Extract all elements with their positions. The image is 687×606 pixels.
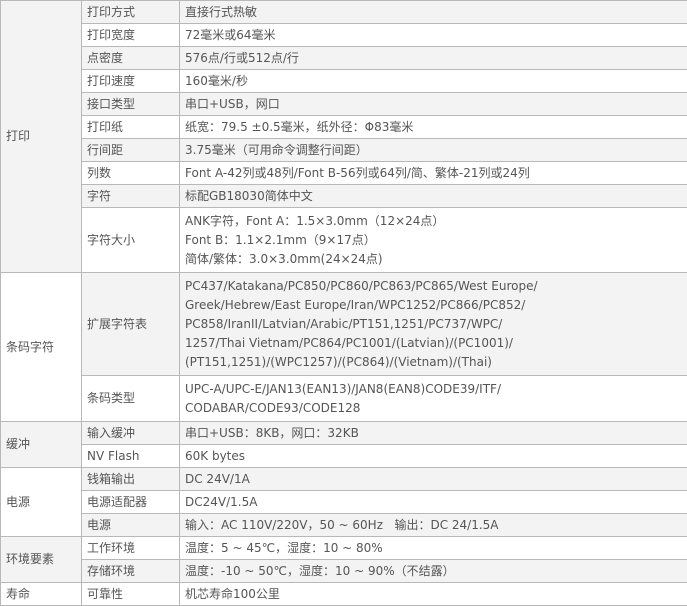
- spec-value-line: 直接行式热敏: [185, 3, 687, 22]
- spec-value-line: ANK字符，Font A：1.5×3.0mm（12×24点）: [185, 212, 687, 231]
- spec-label: 条码类型: [82, 376, 180, 422]
- spec-label: 输入缓冲: [82, 422, 180, 445]
- spec-value-line: Font A-42列或48列/Font B-56列或64列/简、繁体-21列或2…: [185, 164, 687, 183]
- spec-label: 打印宽度: [82, 24, 180, 47]
- spec-row: 存储环境温度：-10 ~ 50℃，湿度：10 ~ 90%（不结露）: [1, 560, 687, 583]
- spec-row: 电源输入：AC 110V/220V，50 ~ 60Hz 输出：DC 24/1.5…: [1, 514, 687, 537]
- spec-label: 可靠性: [82, 583, 180, 606]
- spec-value: 72毫米或64毫米: [180, 24, 687, 47]
- spec-label: 打印纸: [82, 116, 180, 139]
- spec-label: 字符大小: [82, 208, 180, 273]
- spec-row: 接口类型串口+USB，网口: [1, 93, 687, 116]
- spec-value: 直接行式热敏: [180, 1, 687, 24]
- spec-value-line: PC437/Katakana/PC850/PC860/PC863/PC865/W…: [185, 277, 687, 296]
- spec-row: 行间距 3.75毫米（可用命令调整行间距）: [1, 139, 687, 162]
- spec-row: 列数 Font A-42列或48列/Font B-56列或64列/简、繁体-21列…: [1, 162, 687, 185]
- spec-value-line: Font B：1.1×2.1mm（9×17点）: [185, 231, 687, 250]
- spec-label: 接口类型: [82, 93, 180, 116]
- spec-value: 串口+USB：8KB，网口：32KB: [180, 422, 687, 445]
- spec-value: DC 24V/1A: [180, 468, 687, 491]
- spec-value-line: 输入：AC 110V/220V，50 ~ 60Hz 输出：DC 24/1.5A: [185, 516, 687, 535]
- spec-value: 温度：-10 ~ 50℃，湿度：10 ~ 90%（不结露）: [180, 560, 687, 583]
- spec-value: ANK字符，Font A：1.5×3.0mm（12×24点）Font B：1.1…: [180, 208, 687, 273]
- spec-value-line: 160毫米/秒: [185, 72, 687, 91]
- spec-row: 条码类型 UPC-A/UPC-E/JAN13(EAN13)/JAN8(EAN8)C…: [1, 376, 687, 422]
- spec-row: 打印宽度 72毫米或64毫米: [1, 24, 687, 47]
- spec-value-line: 简体/繁体：3.0×3.0mm(24×24点): [185, 250, 687, 269]
- spec-value: UPC-A/UPC-E/JAN13(EAN13)/JAN8(EAN8)CODE3…: [180, 376, 687, 422]
- spec-label: 字符: [82, 185, 180, 208]
- spec-value-line: PC858/IranII/Latvian/Arabic/PT151,1251/P…: [185, 315, 687, 334]
- spec-value-line: DC24V/1.5A: [185, 493, 687, 512]
- group-label: 电源: [1, 468, 82, 537]
- spec-value: 标配GB18030简体中文: [180, 185, 687, 208]
- spec-label: 工作环境: [82, 537, 180, 560]
- spec-row: 寿命可靠性机芯寿命100公里: [1, 583, 687, 606]
- spec-row: 打印速度 160毫米/秒: [1, 70, 687, 93]
- spec-value: 温度：5 ~ 45℃，湿度：10 ~ 80%: [180, 537, 687, 560]
- spec-row: 环境要素工作环境温度：5 ~ 45℃，湿度：10 ~ 80%: [1, 537, 687, 560]
- spec-label: 打印方式: [82, 1, 180, 24]
- spec-label: 钱箱输出: [82, 468, 180, 491]
- spec-value: 串口+USB，网口: [180, 93, 687, 116]
- spec-value: 纸宽：79.5 ±0.5毫米，纸外径：Φ83毫米: [180, 116, 687, 139]
- spec-value: 576点/行或512点/行: [180, 47, 687, 70]
- spec-row: 电源适配器 DC24V/1.5A: [1, 491, 687, 514]
- spec-row: 缓冲输入缓冲串口+USB：8KB，网口：32KB: [1, 422, 687, 445]
- spec-label: 扩展字符表: [82, 273, 180, 376]
- spec-value-line: DC 24V/1A: [185, 470, 687, 489]
- group-label: 缓冲: [1, 422, 82, 468]
- spec-value-line: UPC-A/UPC-E/JAN13(EAN13)/JAN8(EAN8)CODE3…: [185, 380, 687, 399]
- spec-label: 电源: [82, 514, 180, 537]
- spec-value-line: 576点/行或512点/行: [185, 49, 687, 68]
- spec-value-line: 3.75毫米（可用命令调整行间距）: [185, 141, 687, 160]
- group-label: 打印: [1, 1, 82, 273]
- spec-row: 打印打印方式直接行式热敏: [1, 1, 687, 24]
- spec-value: 160毫米/秒: [180, 70, 687, 93]
- spec-label: 打印速度: [82, 70, 180, 93]
- group-label: 寿命: [1, 583, 82, 606]
- spec-value-line: 标配GB18030简体中文: [185, 187, 687, 206]
- spec-value-line: 纸宽：79.5 ±0.5毫米，纸外径：Φ83毫米: [185, 118, 687, 137]
- spec-value-line: 1257/Thai Vietnam/PC864/PC1001/(Latvian)…: [185, 334, 687, 353]
- spec-label: 存储环境: [82, 560, 180, 583]
- spec-value-line: (PT151,1251)/(WPC1257)/(PC864)/(Vietnam)…: [185, 353, 687, 372]
- spec-label: 行间距: [82, 139, 180, 162]
- spec-value: 60K bytes: [180, 445, 687, 468]
- spec-row: 字符标配GB18030简体中文: [1, 185, 687, 208]
- group-label: 环境要素: [1, 537, 82, 583]
- group-label: 条码字符: [1, 273, 82, 422]
- spec-value: Font A-42列或48列/Font B-56列或64列/简、繁体-21列或2…: [180, 162, 687, 185]
- spec-value: DC24V/1.5A: [180, 491, 687, 514]
- spec-value: 3.75毫米（可用命令调整行间距）: [180, 139, 687, 162]
- spec-label: 电源适配器: [82, 491, 180, 514]
- spec-value-line: 机芯寿命100公里: [185, 585, 687, 604]
- spec-row: NV Flash 60K bytes: [1, 445, 687, 468]
- spec-value-line: 串口+USB，网口: [185, 95, 687, 114]
- spec-value-line: 温度：-10 ~ 50℃，湿度：10 ~ 90%（不结露）: [185, 562, 687, 581]
- spec-value: PC437/Katakana/PC850/PC860/PC863/PC865/W…: [180, 273, 687, 376]
- spec-value-line: 温度：5 ~ 45℃，湿度：10 ~ 80%: [185, 539, 687, 558]
- spec-value: 机芯寿命100公里: [180, 583, 687, 606]
- spec-value-line: Greek/Hebrew/East Europe/Iran/WPC1252/PC…: [185, 296, 687, 315]
- spec-label: 列数: [82, 162, 180, 185]
- spec-label: NV Flash: [82, 445, 180, 468]
- spec-label: 点密度: [82, 47, 180, 70]
- spec-value-line: CODABAR/CODE93/CODE128: [185, 399, 687, 418]
- spec-row: 打印纸纸宽：79.5 ±0.5毫米，纸外径：Φ83毫米: [1, 116, 687, 139]
- spec-value: 输入：AC 110V/220V，50 ~ 60Hz 输出：DC 24/1.5A: [180, 514, 687, 537]
- spec-value-line: 60K bytes: [185, 447, 687, 466]
- spec-value-line: 串口+USB：8KB，网口：32KB: [185, 424, 687, 443]
- spec-row: 点密度 576点/行或512点/行: [1, 47, 687, 70]
- spec-value-line: 72毫米或64毫米: [185, 26, 687, 45]
